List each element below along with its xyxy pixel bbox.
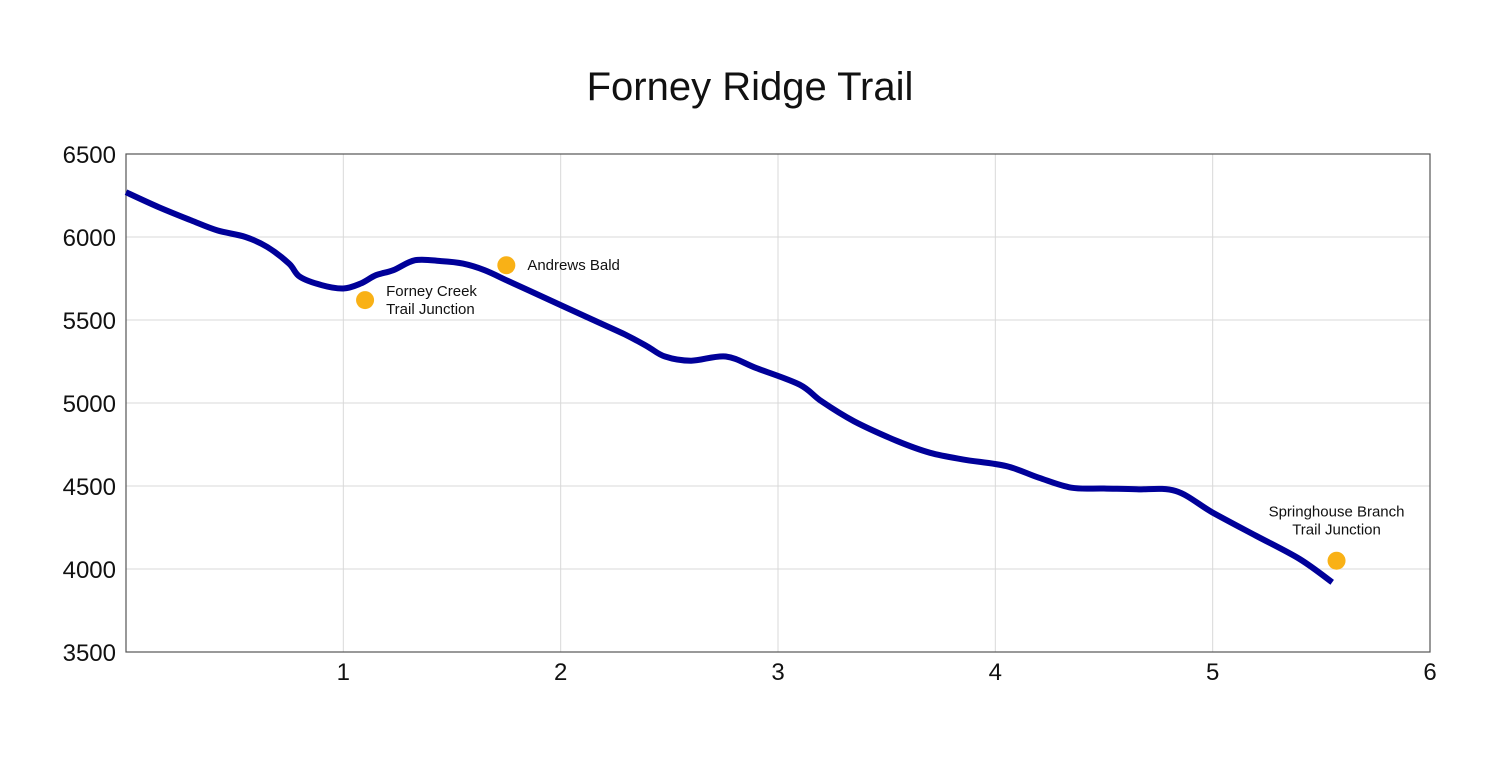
x-tick-label: 5 xyxy=(1206,659,1219,686)
waypoint-label: Forney Creek xyxy=(386,283,477,300)
x-tick-label: 4 xyxy=(989,659,1002,686)
waypoint-marker xyxy=(356,291,375,310)
waypoint-label: Trail Junction xyxy=(1292,522,1381,539)
waypoint-label: Trail Junction xyxy=(386,301,475,318)
waypoint-marker xyxy=(497,256,516,275)
x-tick-label: 3 xyxy=(771,659,784,686)
y-tick-label: 6500 xyxy=(63,142,116,169)
y-tick-label: 6000 xyxy=(63,225,116,252)
y-tick-label: 4000 xyxy=(63,557,116,584)
waypoint-marker xyxy=(1327,551,1346,570)
x-tick-label: 6 xyxy=(1423,659,1436,686)
y-tick-label: 4500 xyxy=(63,474,116,501)
series-group xyxy=(124,189,1334,585)
y-axis: 3500 4000 4500 5000 5500 6000 6500 xyxy=(63,142,116,667)
waypoint-label: Springhouse Branch xyxy=(1269,504,1405,521)
chart-title: Forney Ridge Trail xyxy=(587,65,914,109)
x-tick-label: 2 xyxy=(554,659,567,686)
y-tick-label: 5500 xyxy=(63,308,116,335)
grid-lines xyxy=(126,153,1431,653)
waypoint-label: Andrews Bald xyxy=(527,257,620,274)
elevation-line xyxy=(124,189,1334,585)
x-tick-label: 1 xyxy=(337,659,350,686)
y-tick-label: 3500 xyxy=(63,640,116,667)
y-tick-label: 5000 xyxy=(63,391,116,418)
plot-frame xyxy=(125,153,1431,653)
plot-border xyxy=(125,153,1431,653)
x-axis: 1 2 3 4 5 6 xyxy=(337,659,1437,686)
